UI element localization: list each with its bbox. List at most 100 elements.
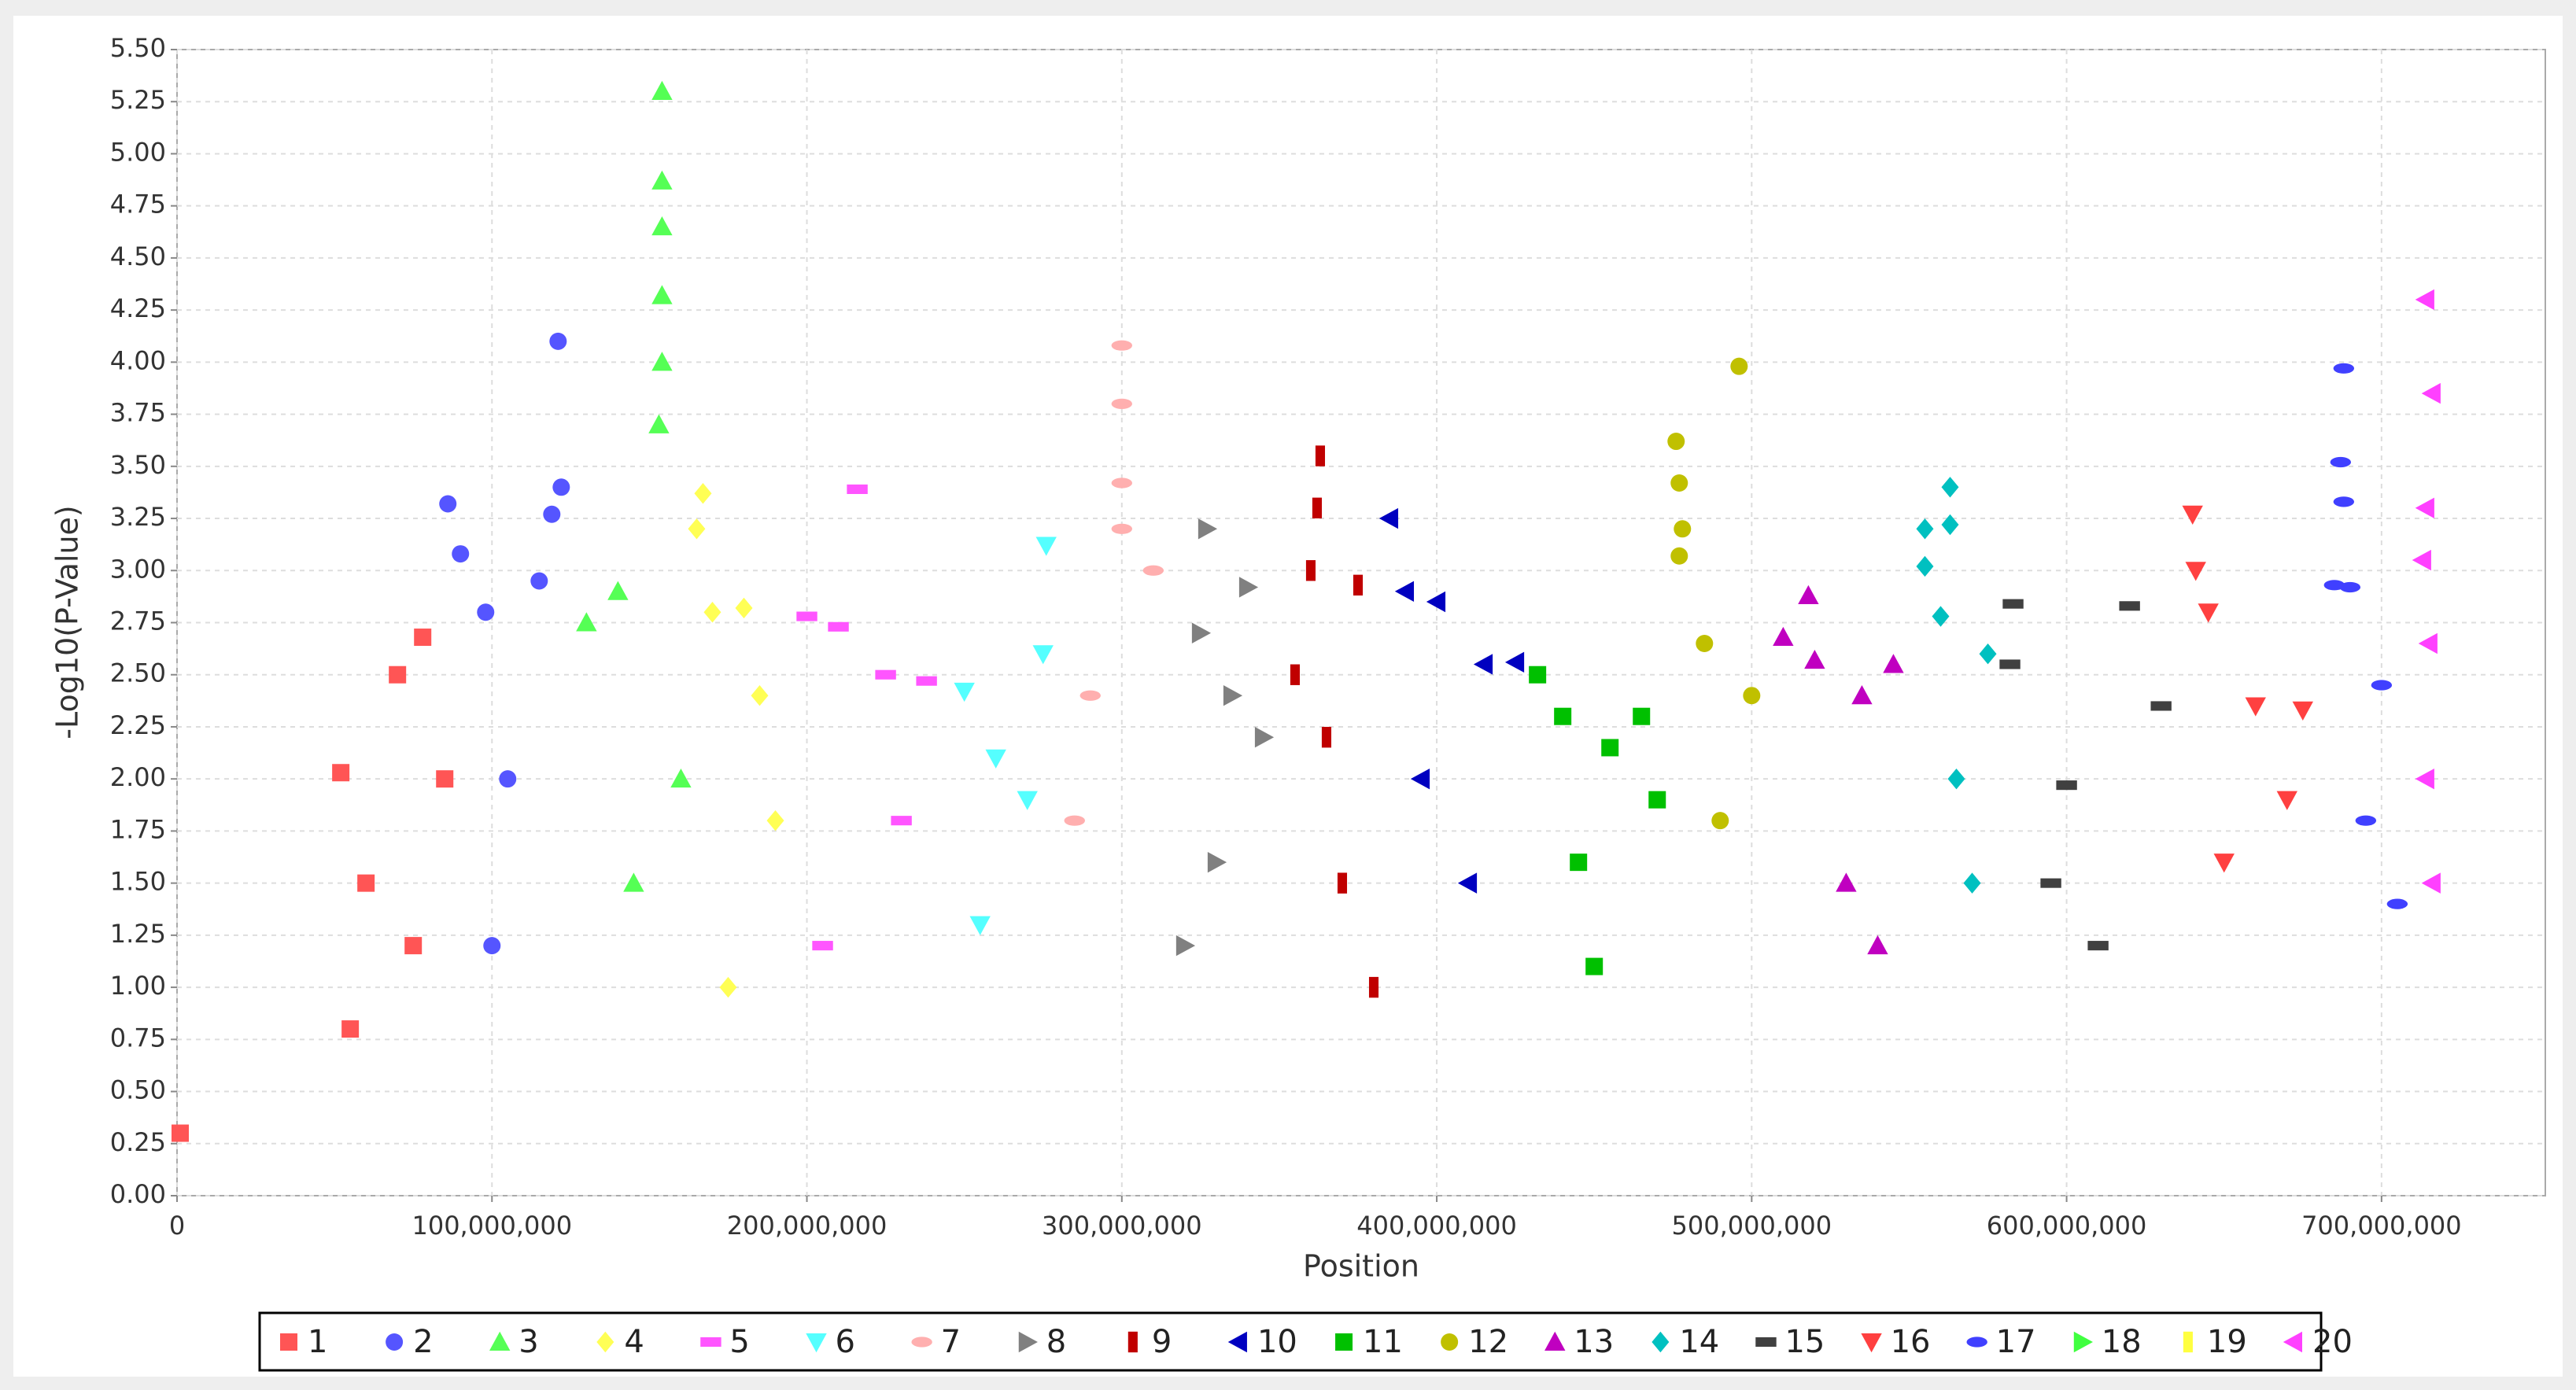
legend-label: 19 — [2207, 1324, 2247, 1360]
point — [2087, 941, 2109, 951]
y-tick-label: 5.50 — [110, 33, 166, 63]
x-axis-title: Position — [1303, 1249, 1419, 1284]
legend-label: 17 — [1996, 1324, 2036, 1360]
point — [1035, 536, 1057, 556]
legend-label: 12 — [1468, 1324, 1508, 1360]
point — [916, 676, 937, 686]
x-tick-label: 0 — [169, 1211, 185, 1241]
point — [1674, 520, 1692, 538]
point — [1696, 634, 1714, 652]
point — [812, 941, 833, 951]
y-tick-label: 0.25 — [110, 1127, 166, 1157]
y-tick-label: 2.50 — [110, 658, 166, 688]
point — [1711, 812, 1729, 830]
y-tick-label: 2.75 — [110, 607, 166, 636]
legend-marker — [1127, 1331, 1138, 1353]
y-tick-label: 3.25 — [110, 502, 166, 532]
point — [1585, 957, 1604, 975]
legend-label: 14 — [1679, 1324, 1719, 1360]
point — [1947, 768, 1965, 790]
point — [891, 816, 912, 826]
point — [2421, 382, 2441, 404]
point — [1017, 791, 1038, 810]
point — [1979, 643, 1997, 665]
point — [2002, 599, 2024, 609]
point — [1111, 340, 1132, 351]
point — [1223, 685, 1243, 706]
y-tick-label: 1.25 — [110, 919, 166, 949]
point — [2323, 580, 2345, 591]
legend-label: 4 — [624, 1324, 644, 1360]
y-tick-label: 4.25 — [110, 293, 166, 323]
point — [2245, 697, 2266, 717]
point — [1504, 651, 1525, 673]
point — [1111, 477, 1132, 489]
point — [1648, 791, 1666, 809]
x-tick-label: 600,000,000 — [1987, 1211, 2147, 1241]
point — [1394, 581, 1415, 602]
point — [414, 629, 432, 647]
y-tick-label: 2.00 — [110, 762, 166, 792]
point — [651, 80, 673, 100]
point — [766, 809, 784, 831]
legend-marker — [489, 1331, 511, 1351]
point — [332, 764, 350, 782]
point — [1254, 727, 1275, 748]
y-tick-label: 4.50 — [110, 241, 166, 271]
point — [1305, 560, 1316, 581]
points — [172, 80, 2441, 1142]
point — [1601, 739, 1619, 757]
point — [2415, 497, 2434, 518]
legend-label: 16 — [1891, 1324, 1931, 1360]
point — [703, 602, 722, 623]
point — [1916, 518, 1934, 540]
point — [172, 1124, 190, 1142]
x-tick-label: 100,000,000 — [411, 1211, 572, 1241]
y-tick-label: 1.75 — [110, 814, 166, 844]
point — [1290, 664, 1300, 685]
point — [1554, 707, 1572, 725]
x-tick-label: 200,000,000 — [727, 1211, 888, 1241]
point — [1378, 507, 1399, 529]
point — [1473, 654, 1493, 675]
legend-label: 20 — [2312, 1324, 2353, 1360]
point — [670, 768, 692, 788]
point — [2276, 791, 2297, 810]
point — [796, 611, 817, 621]
legend-marker — [1755, 1337, 1777, 1348]
y-tick-label: 5.25 — [110, 85, 166, 115]
point — [436, 770, 454, 788]
point — [1529, 666, 1547, 684]
legend-marker — [1227, 1331, 1247, 1353]
point — [2355, 815, 2377, 826]
legend-marker — [806, 1333, 827, 1353]
point — [1175, 935, 1196, 957]
point — [1111, 398, 1132, 409]
point — [2150, 701, 2172, 711]
point — [648, 414, 670, 433]
point — [1353, 574, 1364, 596]
point — [1368, 976, 1379, 998]
point — [985, 749, 1006, 769]
point — [1667, 433, 1685, 451]
point — [2119, 601, 2140, 611]
y-tick-label: 3.00 — [110, 554, 166, 584]
point — [2412, 549, 2431, 571]
legend-label: 15 — [1784, 1324, 1825, 1360]
y-tick-label: 3.50 — [110, 450, 166, 480]
y-tick-label: 0.00 — [110, 1179, 166, 1209]
point — [530, 572, 548, 590]
point — [2333, 496, 2355, 507]
point — [735, 597, 753, 619]
point — [2415, 768, 2434, 790]
point — [341, 1020, 360, 1038]
point — [694, 483, 712, 504]
legend: 1 2 3 4 5 6 7 8 9 10 11 12 13 14 15 16 17 18 19 20 — [280, 1324, 2353, 1360]
point — [2421, 872, 2441, 894]
point — [1804, 649, 1825, 669]
y-tick-label: 1.00 — [110, 971, 166, 1001]
legend-label: 1 — [308, 1324, 327, 1360]
point — [969, 916, 991, 935]
y-tick-label: 0.50 — [110, 1075, 166, 1105]
